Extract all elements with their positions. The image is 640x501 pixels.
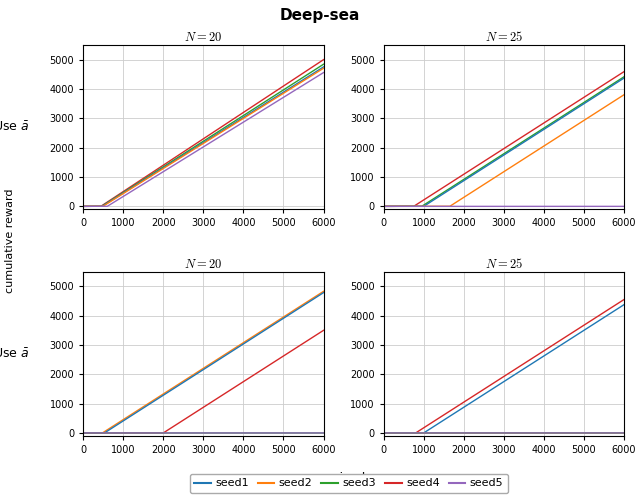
Text: Use $\bar{a}$: Use $\bar{a}$: [0, 120, 29, 134]
Title: $N = 20$: $N = 20$: [184, 258, 223, 271]
Text: cumulative reward: cumulative reward: [4, 188, 15, 293]
Legend: seed1, seed2, seed3, seed4, seed5: seed1, seed2, seed3, seed4, seed5: [189, 474, 508, 493]
Title: $N = 20$: $N = 20$: [184, 31, 223, 44]
Text: episode: episode: [324, 472, 373, 485]
Text: Deep-sea: Deep-sea: [280, 8, 360, 23]
Title: $N = 25$: $N = 25$: [485, 30, 523, 44]
Title: $N = 25$: $N = 25$: [485, 257, 523, 271]
Text: Use $\bar{a}$: Use $\bar{a}$: [0, 347, 29, 361]
